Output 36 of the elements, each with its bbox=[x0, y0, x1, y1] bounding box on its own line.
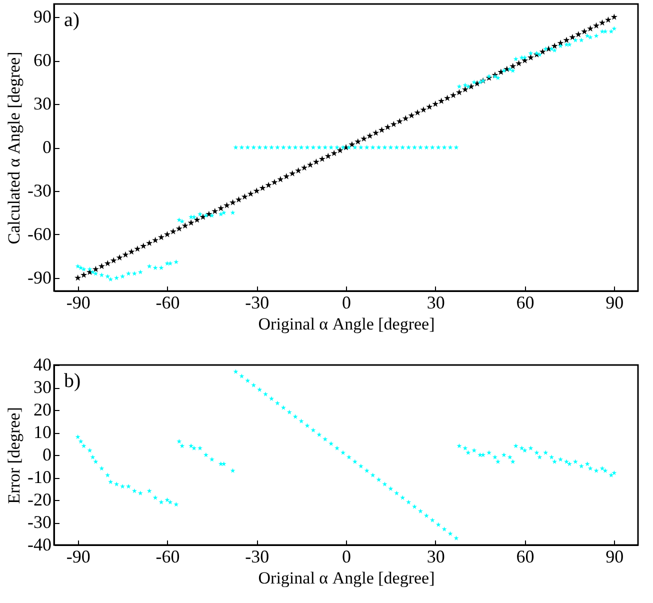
x-tick-label: -90 bbox=[66, 292, 90, 312]
x-tick-label: 30 bbox=[426, 546, 445, 566]
y-tick-label: 30 bbox=[34, 94, 52, 114]
x-tick-label: 90 bbox=[606, 292, 624, 312]
x-tick-label: 60 bbox=[516, 546, 534, 566]
x-axis-title: Original α Angle [degree] bbox=[258, 314, 435, 334]
y-tick-label: -40 bbox=[28, 534, 52, 554]
y-axis-title: Calculated α Angle [degree] bbox=[4, 52, 24, 244]
y-tick-label: 30 bbox=[34, 377, 52, 397]
y-tick-label: -10 bbox=[28, 467, 52, 487]
y-tick-label: -30 bbox=[28, 180, 52, 200]
x-tick-label: 30 bbox=[426, 292, 445, 312]
x-tick-label: 60 bbox=[516, 292, 534, 312]
y-tick-label: 10 bbox=[34, 422, 52, 442]
x-tick-label: 90 bbox=[606, 546, 624, 566]
annotation: b) bbox=[64, 370, 81, 392]
y-tick-label: -20 bbox=[28, 490, 52, 510]
x-tick-label: 0 bbox=[342, 546, 351, 566]
y-axis-title: Error [degree] bbox=[4, 407, 24, 504]
x-tick-label: -60 bbox=[156, 546, 180, 566]
x-tick-label: -90 bbox=[66, 546, 90, 566]
x-tick-label: -60 bbox=[156, 292, 180, 312]
y-tick-label: 40 bbox=[34, 354, 52, 374]
x-tick-label: 0 bbox=[342, 292, 351, 312]
annotation: a) bbox=[64, 9, 80, 31]
y-tick-label: -90 bbox=[28, 267, 52, 288]
y-tick-label: 20 bbox=[34, 400, 52, 420]
y-tick-label: 60 bbox=[34, 50, 52, 70]
x-tick-label: -30 bbox=[245, 546, 270, 566]
y-tick-label: -30 bbox=[28, 512, 52, 532]
y-tick-label: 0 bbox=[42, 137, 52, 157]
y-tick-label: -60 bbox=[28, 224, 52, 244]
x-tick-label: -30 bbox=[245, 292, 270, 312]
y-tick-label: 0 bbox=[42, 444, 52, 464]
x-axis-title: Original α Angle [degree] bbox=[258, 568, 435, 588]
y-tick-label: 90 bbox=[34, 6, 52, 27]
